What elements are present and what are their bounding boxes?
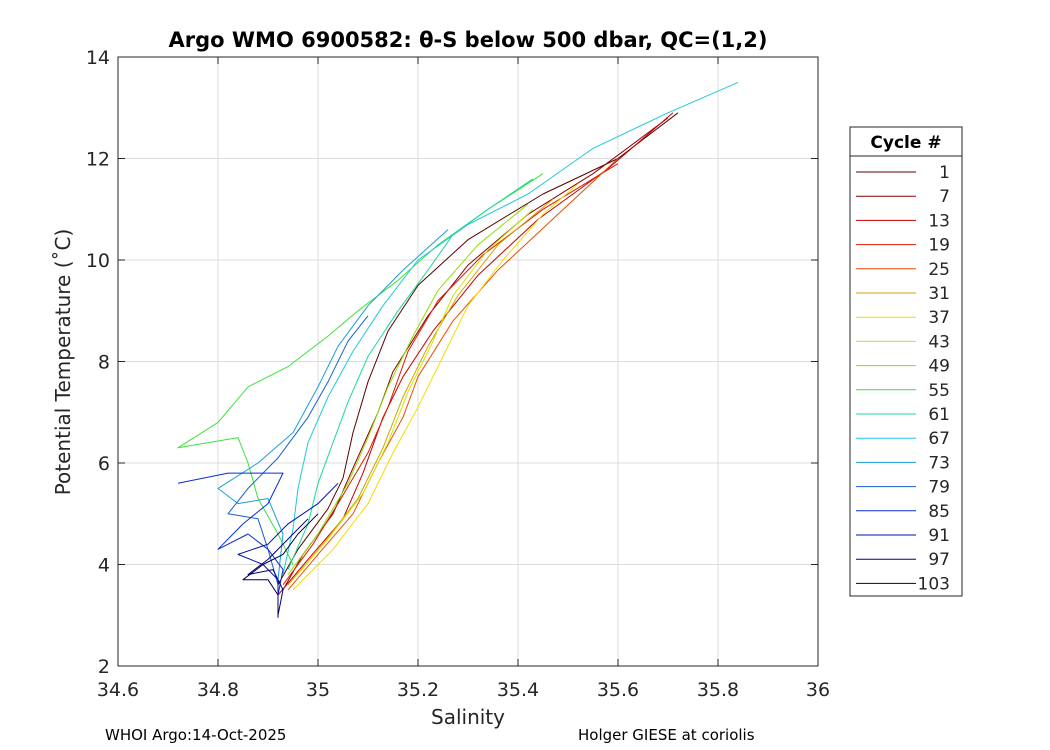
legend-label: 37 <box>928 308 950 328</box>
series-line-15 <box>237 482 339 606</box>
series-line-1 <box>282 117 669 591</box>
y-tick-label: 14 <box>86 47 110 69</box>
legend-label: 19 <box>928 236 950 256</box>
series-line-16 <box>247 518 309 616</box>
legend-label: 103 <box>918 574 950 594</box>
series-line-2 <box>277 112 674 596</box>
axis-ticks: 34.6 34.8 35 35.2 35.4 35.6 35.8 36 2 4 6 8 10 12 14 <box>86 47 830 701</box>
legend-label: 43 <box>928 332 950 352</box>
x-axis-label: Salinity <box>431 705 505 729</box>
legend-label: 55 <box>928 381 950 401</box>
x-tick-label: 35.6 <box>597 679 639 701</box>
x-tick-label: 35 <box>306 679 330 701</box>
series-line-10 <box>287 178 534 570</box>
series-line-0 <box>277 112 679 586</box>
legend-label: 85 <box>928 502 950 522</box>
series-line-4 <box>287 158 619 591</box>
series-line-17 <box>242 513 319 618</box>
y-tick-label: 8 <box>98 352 110 374</box>
x-tick-label: 35.4 <box>497 679 539 701</box>
legend-label: 31 <box>928 284 950 304</box>
series-line-12 <box>217 229 449 580</box>
legend-box <box>849 126 963 597</box>
series-line-8 <box>287 203 529 575</box>
x-tick-label: 35.2 <box>397 679 439 701</box>
chart-title: Argo WMO 6900582: θ-S below 500 dbar, QC… <box>169 28 768 52</box>
legend-label: 73 <box>928 453 950 473</box>
legend-entries: 1 7 13 19 25 31 37 43 49 55 61 67 73 79 85 91 97 103 <box>856 163 950 594</box>
x-tick-label: 36 <box>806 679 830 701</box>
series-line-11 <box>282 81 739 575</box>
legend-label: 97 <box>928 550 950 570</box>
legend-label: 1 <box>939 163 950 183</box>
legend-label: 25 <box>928 260 950 280</box>
grid-lines <box>117 56 819 667</box>
legend-label: 67 <box>928 429 950 449</box>
legend-label: 91 <box>928 526 950 546</box>
series-line-3 <box>282 163 619 586</box>
legend-label: 79 <box>928 478 950 498</box>
footer-left: WHOI Argo:14-Oct-2025 <box>105 726 287 744</box>
series-line-13 <box>227 315 369 585</box>
series-line-5 <box>287 198 554 586</box>
legend-label: 7 <box>939 187 950 207</box>
legend-title: Cycle # <box>870 133 941 153</box>
x-tick-label: 34.6 <box>97 679 139 701</box>
y-tick-label: 6 <box>98 453 110 475</box>
y-axis-label: Potential Temperature (˚C) <box>51 229 75 496</box>
y-tick-label: 2 <box>98 656 110 678</box>
y-tick-label: 10 <box>86 250 110 272</box>
series-layer <box>177 81 739 618</box>
y-tick-label: 12 <box>86 149 110 171</box>
series-line-6 <box>292 183 579 591</box>
series-line-14 <box>177 472 284 596</box>
legend-label: 49 <box>928 357 950 377</box>
legend-label: 61 <box>928 405 950 425</box>
y-tick-label: 4 <box>98 555 110 577</box>
series-line-7 <box>292 208 534 581</box>
series-line-9 <box>177 173 544 565</box>
footer-right: Holger GIESE at coriolis <box>578 726 755 744</box>
legend-label: 13 <box>928 211 950 231</box>
x-tick-label: 34.8 <box>197 679 239 701</box>
x-tick-label: 35.8 <box>697 679 739 701</box>
legend: Cycle # 1 7 13 19 25 31 37 43 49 55 61 67 73 79 85 91 97… <box>849 126 963 597</box>
